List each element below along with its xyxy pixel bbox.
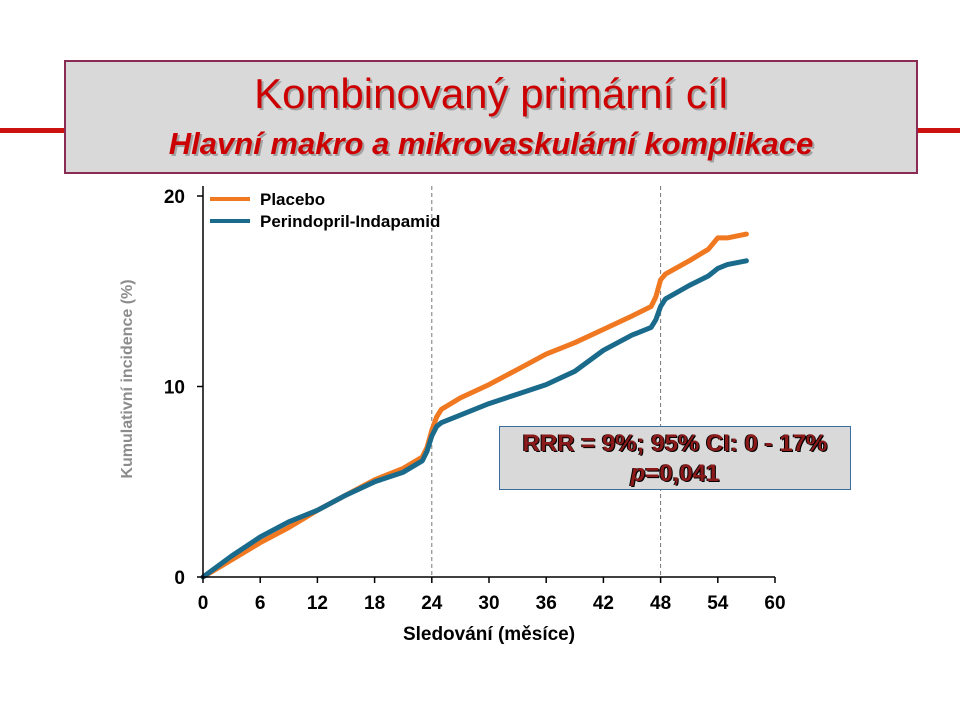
y-axis-title: Kumulativní incidence (%)	[119, 279, 136, 478]
title-accent-line-right	[918, 128, 960, 133]
x-tick-label: 0	[198, 593, 209, 614]
y-tick-label: 20	[164, 187, 185, 208]
x-tick-label: 48	[650, 593, 671, 614]
slide-subtitle: Hlavní makro a mikrovaskulární komplikac…	[168, 126, 814, 161]
rrr-text: RRR = 9%; 95% CI: 0 - 17%	[522, 430, 828, 457]
reference-lines	[431, 186, 662, 577]
slide-title: Kombinovaný primární cíl	[254, 70, 728, 117]
stats-box: RRR = 9%; 95% CI: 0 - 17% p=0,041	[499, 426, 851, 490]
x-tick-label: 24	[421, 593, 443, 614]
x-tick-labels: 0 6 12 18 24 30 36 42 48 54 60	[198, 593, 786, 614]
axes	[197, 186, 776, 583]
y-tick-label: 10	[164, 378, 185, 399]
x-tick-label: 18	[364, 593, 385, 614]
x-tick-label: 54	[707, 593, 729, 614]
series-line-perindopril-indapamid	[200, 258, 749, 580]
p-value-text: p=0,041	[500, 459, 850, 489]
legend: Placebo Perindopril-Indapamid	[210, 190, 440, 231]
p-label: p	[630, 460, 646, 487]
x-axis-title: Sledování (měsíce)	[403, 624, 575, 645]
legend-label: Perindopril-Indapamid	[260, 212, 440, 231]
y-tick-labels: 0 10 20	[164, 187, 185, 589]
x-tick-label: 30	[478, 593, 499, 614]
title-accent-line-left	[0, 128, 66, 133]
x-tick-label: 60	[764, 593, 785, 614]
legend-label: Placebo	[260, 190, 325, 209]
p-value: =0,041	[645, 460, 720, 487]
title-box: Kombinovaný primární cíl Hlavní makro a …	[64, 60, 918, 174]
x-tick-label: 42	[593, 593, 614, 614]
x-tick-label: 6	[255, 593, 266, 614]
series-lines	[200, 231, 749, 580]
y-tick-label: 0	[174, 568, 185, 589]
x-tick-label: 36	[536, 593, 557, 614]
x-tick-label: 12	[307, 593, 328, 614]
